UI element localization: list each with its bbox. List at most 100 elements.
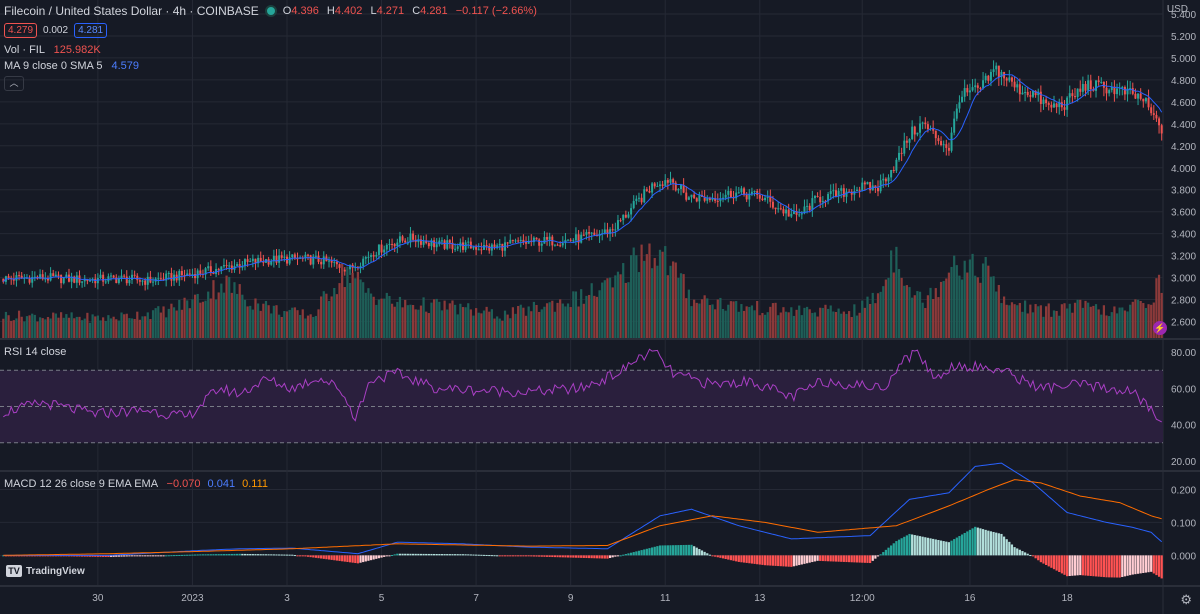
macd-histogram-bar [467, 554, 470, 556]
volume-legend[interactable]: Vol · FIL 125.982K [4, 44, 101, 56]
macd-histogram-bar [1134, 555, 1137, 575]
volume-bar [70, 312, 73, 338]
volume-bar [23, 321, 26, 338]
macd-histogram-bar [117, 555, 120, 557]
rsi-tick-label: 60.00 [1171, 384, 1196, 395]
volume-bar [837, 308, 840, 338]
macd-histogram-bar [238, 553, 241, 556]
volume-bar [1129, 304, 1132, 338]
candle-body [299, 257, 302, 259]
candle-body [698, 194, 701, 202]
macd-histogram-bar [235, 553, 239, 556]
candle-body [1152, 113, 1155, 115]
volume-bar [414, 309, 417, 338]
tradingview-logo[interactable]: TV TradingView [6, 565, 85, 577]
candle-body [561, 243, 564, 246]
candle-body [1105, 87, 1108, 94]
volume-bar [1018, 302, 1021, 338]
macd-histogram-bar [159, 555, 163, 557]
symbol-title[interactable]: Filecoin / United States Dollar · 4h · C… [4, 4, 259, 18]
macd-histogram-bar [151, 555, 155, 557]
candle-body [170, 273, 173, 281]
candle-body [866, 182, 869, 185]
volume-bar [461, 307, 465, 338]
macd-histogram-bar [974, 526, 977, 556]
volume-bar [1157, 274, 1161, 338]
macd-histogram-bar [947, 542, 951, 556]
volume-bar [1139, 300, 1142, 338]
volume-bar [57, 317, 60, 338]
volume-bar [527, 306, 530, 338]
candle-body [968, 90, 971, 93]
volume-bar [1144, 307, 1148, 338]
candle-body [220, 266, 223, 271]
volume-bar [409, 304, 412, 338]
rsi-legend[interactable]: RSI 14 close [4, 346, 67, 358]
lightning-icon[interactable]: ⚡ [1153, 321, 1167, 335]
ma-legend[interactable]: MA 9 close 0 SMA 5 4.579 [4, 60, 140, 72]
macd-histogram-bar [1076, 555, 1079, 576]
macd-histogram-bar [207, 554, 210, 556]
candle-body [658, 184, 661, 187]
candle-body [88, 280, 91, 282]
macd-histogram-bar [246, 553, 249, 556]
volume-bar [553, 311, 557, 338]
volume-bar [480, 313, 483, 338]
macd-histogram-bar [369, 555, 373, 561]
volume-bar [514, 313, 517, 338]
volume-bar [869, 303, 872, 338]
volume-bar [695, 302, 698, 338]
candle-body [924, 122, 927, 125]
volume-bar [44, 319, 47, 338]
volume-bar [104, 320, 107, 338]
macd-histogram-bar [656, 546, 659, 556]
candle-body [593, 232, 596, 235]
volume-bar [4, 311, 8, 338]
macd-histogram-bar [228, 553, 231, 556]
sell-price-button[interactable]: 4.279 [4, 23, 38, 38]
candle-body [630, 208, 633, 215]
macd-histogram-bar [178, 554, 181, 556]
candle-body [207, 266, 210, 269]
macd-histogram-bar [700, 550, 704, 556]
candle-body [270, 261, 273, 265]
macd-histogram-bar [981, 529, 985, 556]
time-tick-label: 18 [1062, 593, 1074, 604]
macd-histogram-bar [409, 553, 412, 556]
gear-icon[interactable]: ⚙ [1180, 592, 1192, 607]
candle-body [842, 188, 845, 197]
volume-bar [750, 305, 754, 338]
candle-body [194, 273, 197, 279]
macd-histogram-bar [819, 555, 822, 561]
macd-histogram-bar [1123, 555, 1127, 577]
currency-label[interactable]: USD [1166, 4, 1188, 15]
macd-legend[interactable]: MACD 12 26 close 9 EMA EMA −0.070 0.041 … [4, 478, 269, 490]
macd-histogram-bar [580, 555, 583, 558]
buy-price-button[interactable]: 4.281 [74, 23, 108, 38]
volume-bar [120, 312, 123, 338]
macd-histogram-bar [635, 551, 638, 556]
volume-bar [1016, 305, 1019, 338]
volume-bar [498, 318, 501, 338]
volume-bar [262, 303, 265, 338]
volume-bar [700, 299, 704, 338]
macd-histogram-bar [309, 555, 312, 558]
volume-bar [840, 313, 843, 338]
volume-bar [78, 316, 81, 338]
candle-body [603, 229, 606, 234]
volume-bar [209, 298, 212, 338]
volume-bar [1063, 303, 1066, 338]
price-tick-label: 4.000 [1171, 164, 1196, 175]
volume-bar [509, 318, 512, 338]
volume-bar [1079, 299, 1082, 338]
macd-histogram-bar [1113, 555, 1116, 578]
candle-body [942, 144, 945, 146]
volume-bar [918, 291, 922, 338]
volume-bar [1071, 312, 1074, 338]
volume-bar [196, 293, 199, 338]
macd-histogram-bar [850, 555, 853, 563]
collapse-legend-button[interactable]: ︿ [4, 76, 24, 91]
macd-histogram-bar [404, 553, 407, 556]
volume-bar [942, 280, 945, 338]
